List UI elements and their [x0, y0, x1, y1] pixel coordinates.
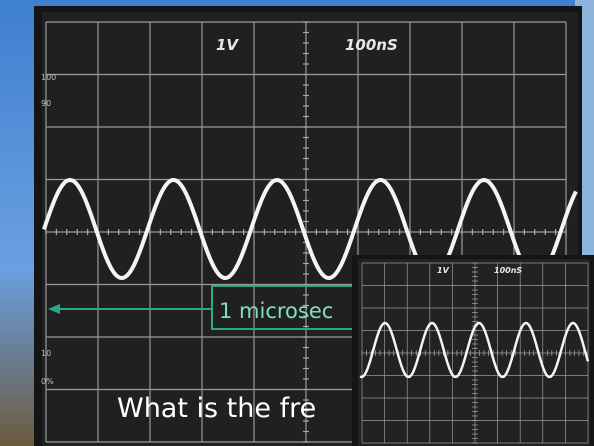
inset-volts-per-div: 1V [437, 266, 450, 275]
inset-screen [358, 259, 590, 446]
volts-per-div: 1V [216, 36, 239, 54]
inset-scope: 1V 100nS [352, 255, 594, 446]
inset-grid [361, 262, 589, 444]
inset-time-per-div: 100nS [494, 266, 522, 275]
arrow-head [48, 304, 60, 314]
time-per-div: 100nS [345, 36, 398, 54]
sine-trace [42, 177, 578, 281]
annotation-label: 1 microsec [219, 299, 333, 323]
scale-label: 100 [41, 73, 56, 82]
question-text: What is the fre [117, 393, 316, 424]
scale-label: 10 [41, 349, 51, 358]
inset-sine-trace [359, 321, 590, 379]
scale-label: 90 [41, 99, 51, 108]
scale-label: 0% [41, 377, 54, 386]
